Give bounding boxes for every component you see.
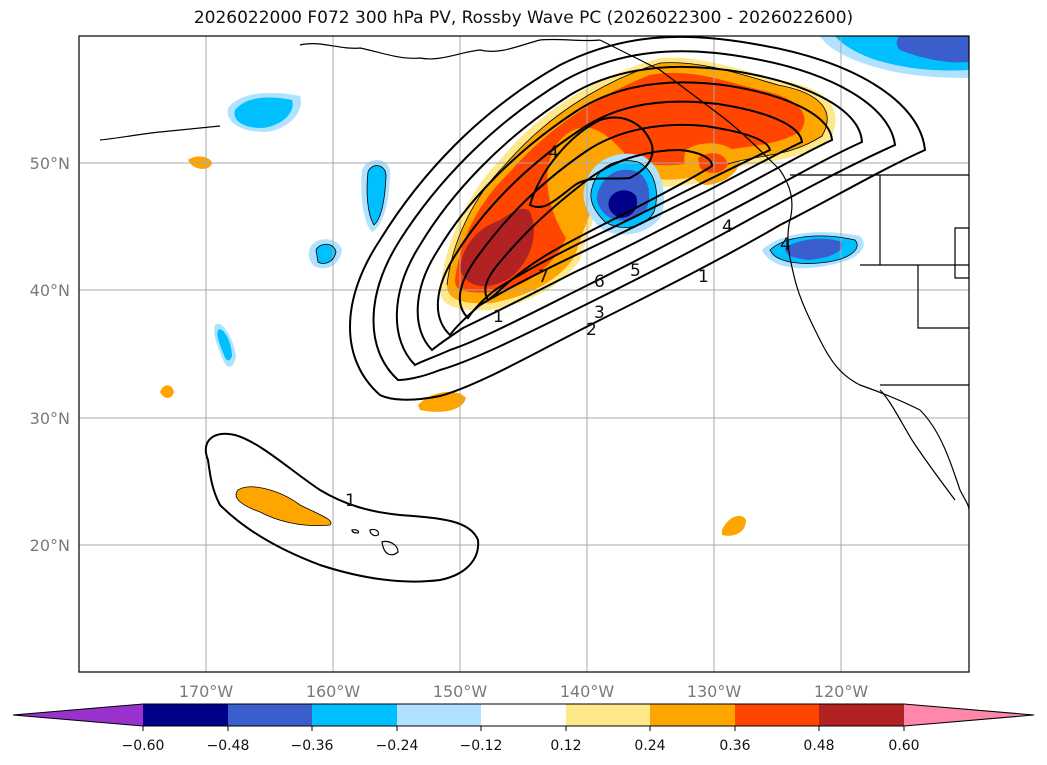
- contour-label: 1: [345, 491, 356, 511]
- longitude-labels: 170°W 160°W 150°W 140°W 130°W 120°W: [179, 682, 869, 701]
- colorbar-segment: [143, 704, 228, 726]
- lon-label: 120°W: [814, 682, 869, 701]
- lon-label: 170°W: [179, 682, 234, 701]
- colorbar-tick: 0.48: [803, 738, 834, 754]
- lat-label: 40°N: [30, 281, 70, 300]
- colorbar-extend-low: [13, 704, 143, 726]
- colorbar-segment: [312, 704, 397, 726]
- plot-frame: [78, 35, 970, 673]
- colorbar-segment: [735, 704, 819, 726]
- contour-label: 4: [780, 235, 791, 255]
- colorbar-tick: 0.60: [888, 738, 919, 754]
- contour-label: 5: [630, 261, 641, 281]
- colorbar-tick: 0.36: [719, 738, 750, 754]
- contour-label: 4: [548, 143, 559, 163]
- colorbar-segment: [566, 704, 650, 726]
- lon-label: 130°W: [687, 682, 742, 701]
- lon-label: 140°W: [560, 682, 615, 701]
- lon-label: 150°W: [433, 682, 488, 701]
- colorbar-segment: [819, 704, 904, 726]
- colorbar-tick: −0.48: [207, 738, 250, 754]
- colorbar-tick: −0.36: [291, 738, 334, 754]
- contour-label: 4: [722, 217, 733, 237]
- contour-labels: 1 2 3 4 5 6 7 1 4 1 4: [345, 143, 791, 511]
- wave-contours: [205, 36, 927, 583]
- colorbar-tick: −0.24: [376, 738, 419, 754]
- contour-label: 3: [594, 303, 605, 323]
- colorbar-segment: [481, 704, 566, 726]
- lat-label: 20°N: [30, 536, 70, 555]
- lon-label: 160°W: [306, 682, 361, 701]
- colorbar-segment: [397, 704, 481, 726]
- colorbar-tick: −0.12: [460, 738, 503, 754]
- contour-label: 1: [698, 267, 709, 287]
- contour-label: 7: [538, 267, 549, 287]
- plot-area: [79, 36, 969, 672]
- colorbar-extend-high: [904, 704, 1034, 726]
- contour-label: 1: [493, 307, 504, 327]
- lat-label: 30°N: [30, 409, 70, 428]
- colorbar-segment: [650, 704, 735, 726]
- coastlines: [99, 38, 969, 556]
- contour-label: 2: [586, 320, 597, 340]
- contour-label: 6: [594, 272, 605, 292]
- colorbar-tick: −0.60: [122, 738, 165, 754]
- map-title: 2026022000 F072 300 hPa PV, Rossby Wave …: [193, 8, 854, 28]
- colorbar-tick: 0.24: [634, 738, 665, 754]
- latitude-labels: 50°N 40°N 30°N 20°N: [30, 154, 70, 555]
- colorbar-tick: 0.12: [550, 738, 581, 754]
- colorbar-segment: [228, 704, 312, 726]
- colorbar: −0.60 −0.48 −0.36 −0.24 −0.12 0.12 0.24 …: [12, 703, 1035, 754]
- lat-label: 50°N: [30, 154, 70, 173]
